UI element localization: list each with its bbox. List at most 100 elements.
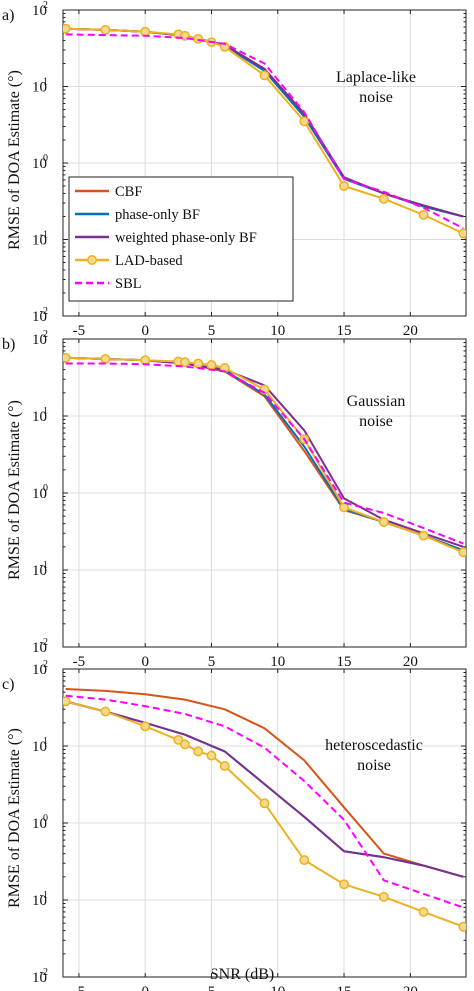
noise-annotation: Laplace-like noise: [336, 69, 416, 106]
data-point-lad-based: [339, 879, 349, 890]
data-point-lad-based: [458, 547, 466, 558]
x-tick-label: 10: [270, 984, 285, 991]
series-line-lad-based: [65, 700, 464, 928]
series-line-weighted-phase-only-bf: [65, 700, 464, 878]
panel-b: -5 0 5 10 15 20 10-2 10-1 100 101 102 b) Gaussian noi…: [2, 329, 467, 670]
series-group: [63, 23, 466, 239]
y-tick-label: 101: [32, 77, 48, 96]
y-tick-label: 102: [32, 329, 48, 348]
data-point-lad-based: [299, 116, 310, 127]
data-point-lad-based: [458, 921, 466, 932]
legend-box: [68, 176, 294, 302]
data-point-lad-based: [339, 502, 349, 513]
x-tick-label: 5: [208, 984, 216, 991]
x-tick-label: -5: [73, 984, 86, 991]
legend-marker: [87, 255, 97, 265]
legend-label-lad-based: LAD-based: [115, 253, 183, 269]
panel-label: a): [2, 7, 14, 24]
y-tick-label: 102: [32, 659, 48, 678]
panel-label: c): [2, 676, 14, 693]
noise-annotation: Gaussian noise: [347, 393, 406, 430]
data-point-lad-based: [299, 855, 310, 866]
y-tick-label: 101: [32, 736, 48, 755]
x-tick-label: 5: [208, 323, 216, 339]
data-point-lad-based: [193, 33, 204, 44]
data-point-lad-based: [339, 181, 349, 191]
data-point-lad-based: [180, 739, 190, 750]
data-point-lad-based: [140, 26, 151, 37]
y-axis-label: RMSE of DOA Estimate (°): [6, 400, 23, 580]
y-tick-label: 10-1: [32, 890, 48, 909]
y-axis-label: RMSE of DOA Estimate (°): [6, 728, 23, 908]
data-point-lad-based: [193, 358, 204, 369]
series-line-lad-based: [65, 27, 464, 235]
x-tick-label: 10: [270, 323, 285, 339]
x-tick-label: 0: [141, 984, 149, 991]
data-point-lad-based: [418, 906, 429, 917]
y-tick-label: 10-1: [32, 560, 48, 579]
data-point-lad-based: [193, 746, 204, 757]
data-point-lad-based: [180, 357, 190, 368]
x-tick-label: 5: [208, 654, 216, 670]
x-axis-label: SNR (dB): [210, 966, 274, 983]
x-tick-label: 15: [337, 654, 352, 670]
data-point-lad-based: [100, 706, 111, 717]
x-tick-label: 20: [403, 654, 418, 670]
data-point-lad-based: [418, 209, 429, 220]
data-point-lad-based: [100, 24, 111, 35]
data-point-lad-based: [100, 354, 111, 364]
y-tick-label: 10-2: [32, 967, 48, 986]
y-axis-label: RMSE of DOA Estimate (°): [6, 70, 23, 250]
x-tick-label: 10: [270, 654, 285, 670]
y-tick-label: 100: [32, 483, 48, 502]
data-point-lad-based: [63, 352, 71, 363]
data-point-lad-based: [378, 891, 389, 902]
series-group: [63, 352, 466, 558]
y-tick-label: 10-1: [32, 230, 48, 249]
x-tick-label: 20: [403, 323, 418, 339]
data-point-lad-based: [219, 761, 230, 771]
data-point-lad-based: [219, 41, 230, 52]
legend-label-sbl: SBL: [115, 276, 142, 292]
legend-label-cbf: CBF: [115, 184, 142, 200]
x-tick-label: 0: [141, 654, 149, 670]
y-tick-label: 101: [32, 406, 48, 425]
data-point-lad-based: [259, 798, 270, 809]
data-point-lad-based: [378, 517, 389, 527]
data-point-lad-based: [140, 721, 151, 732]
data-point-lad-based: [458, 228, 466, 239]
series-line-cbf: [65, 688, 464, 878]
data-point-lad-based: [173, 734, 184, 745]
panel-a: -5 0 5 10 15 20 10-2 10-1 100 101 102 a) Laplace-lik…: [2, 0, 467, 339]
data-point-lad-based: [140, 355, 151, 366]
data-point-lad-based: [63, 23, 71, 34]
series-line-lad-based: [65, 356, 464, 554]
data-point-lad-based: [418, 530, 429, 541]
legend: CBF phase-only BF weighted phase-only BF LA…: [68, 176, 294, 302]
data-point-lad-based: [259, 70, 270, 81]
y-tick-label: 102: [32, 0, 48, 19]
series-group: [63, 688, 466, 932]
y-tick-label: 100: [32, 813, 48, 832]
x-tick-label: 15: [337, 323, 352, 339]
noise-annotation: heteroscedastic noise: [325, 737, 423, 774]
panel-label: b): [2, 336, 15, 353]
data-point-lad-based: [206, 360, 217, 370]
panel-c: -5 0 5 10 15 20 10-2 10-1 100 101 102 c) heterosceda…: [2, 659, 467, 991]
series-line-sbl: [65, 694, 464, 909]
x-tick-label: 15: [337, 984, 352, 991]
x-tick-label: 0: [141, 323, 149, 339]
x-tick-label: 20: [403, 984, 418, 991]
series-line-sbl: [65, 33, 464, 230]
data-point-lad-based: [206, 750, 217, 761]
x-tick-label: -5: [73, 654, 86, 670]
x-tick-label: -5: [73, 323, 86, 339]
y-tick-label: 100: [32, 153, 48, 172]
data-point-lad-based: [63, 696, 71, 707]
y-tick-label: 10-2: [32, 637, 48, 656]
legend-label-weighted-phase-only-bf: weighted phase-only BF: [115, 230, 257, 246]
series-line-sbl: [65, 362, 464, 545]
legend-label-phase-only-bf: phase-only BF: [115, 207, 200, 223]
data-point-lad-based: [378, 193, 389, 204]
